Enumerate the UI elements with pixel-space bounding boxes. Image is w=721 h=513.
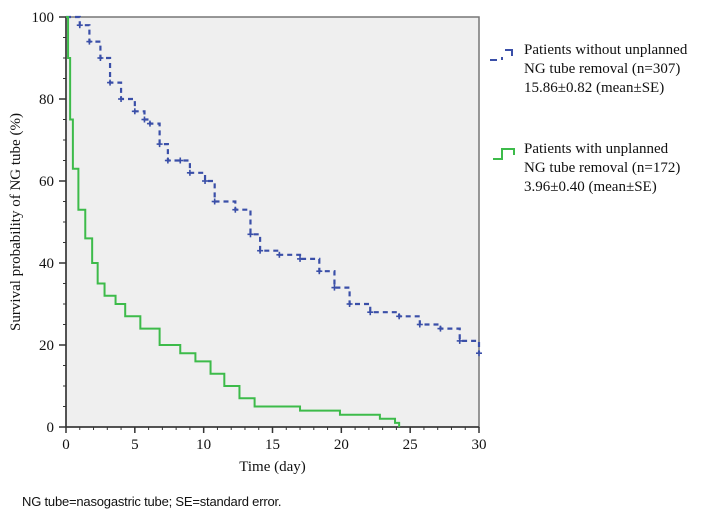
- x-tick-label: 30: [472, 437, 487, 453]
- y-axis-title: Survival probability of NG tube (%): [8, 113, 24, 331]
- legend: Patients without unplanned NG tube remova…: [490, 42, 688, 195]
- censor-mark: [346, 301, 353, 307]
- censor-mark: [86, 38, 93, 45]
- legend-label: Patients without unplanned: [524, 42, 688, 58]
- censor-mark: [396, 313, 403, 320]
- y-tick-label: 60: [39, 174, 54, 190]
- plot-area: [65, 16, 480, 428]
- censor-mark: [247, 231, 254, 238]
- y-tick-label: 0: [47, 420, 55, 436]
- censor-mark: [211, 198, 218, 205]
- legend-label: 3.96±0.40 (mean±SE): [524, 179, 657, 195]
- censor-mark: [156, 141, 163, 148]
- censor-mark: [76, 22, 83, 29]
- censor-mark: [141, 116, 148, 123]
- censor-mark: [146, 120, 153, 127]
- legend-label: Patients with unplanned: [524, 141, 669, 157]
- series-with-removal: [66, 16, 401, 427]
- censor-mark: [186, 169, 193, 176]
- censor-mark: [97, 55, 104, 61]
- y-tick-label: 100: [32, 10, 55, 26]
- censor-mark: [456, 337, 463, 344]
- legend-label: NG tube removal (n=307): [524, 61, 680, 77]
- legend-symbol: [493, 148, 515, 160]
- legend-label: NG tube removal (n=172): [524, 160, 680, 176]
- x-axis-title: Time (day): [239, 459, 306, 475]
- censor-mark: [476, 350, 482, 357]
- survival-curve-line: [66, 16, 401, 427]
- x-tick-label: 20: [334, 437, 349, 453]
- survival-chart: 0 5 10 15 20 25 30 0 20 40 60 80 100 Time (day) Sur…: [8, 10, 688, 475]
- y-tick-label: 80: [39, 92, 54, 108]
- y-axis: 0 20 40 60 80 100: [32, 10, 67, 436]
- censor-mark: [131, 108, 138, 115]
- legend-label: 15.86±0.82 (mean±SE): [524, 80, 664, 96]
- censor-mark: [316, 268, 323, 275]
- y-tick-label: 20: [39, 338, 54, 354]
- censor-mark: [367, 309, 374, 316]
- censor-mark: [257, 247, 264, 254]
- x-axis: 0 5 10 15 20 25 30: [62, 426, 487, 453]
- y-tick-label: 40: [39, 256, 54, 272]
- censor-mark: [118, 96, 125, 102]
- legend-dashed-line-icon: [490, 49, 513, 61]
- series-layer: [66, 15, 482, 427]
- x-tick-label: 10: [196, 437, 211, 453]
- legend-step-line-icon: [493, 148, 515, 160]
- censor-mark: [232, 206, 239, 213]
- censor-mark: [164, 157, 171, 164]
- x-tick-label: 0: [62, 437, 70, 453]
- censor-mark: [297, 255, 304, 262]
- x-tick-label: 15: [265, 437, 280, 453]
- censor-mark: [177, 157, 184, 164]
- survival-curve-line: [66, 15, 481, 354]
- censor-mark: [437, 325, 444, 332]
- x-tick-label: 5: [131, 437, 139, 453]
- footnote: NG tube=nasogastric tube; SE=standard er…: [22, 494, 282, 509]
- x-tick-label: 25: [403, 437, 418, 453]
- censor-mark: [276, 251, 283, 258]
- censor-mark: [331, 284, 338, 291]
- censor-mark: [107, 79, 114, 86]
- censor-mark: [202, 178, 209, 184]
- censor-mark: [416, 321, 423, 328]
- legend-item: Patients with unplanned NG tube removal (…: [493, 141, 680, 195]
- series-without-removal: [66, 15, 482, 357]
- legend-symbol: [490, 49, 513, 61]
- legend-item: Patients without unplanned NG tube remova…: [490, 42, 688, 96]
